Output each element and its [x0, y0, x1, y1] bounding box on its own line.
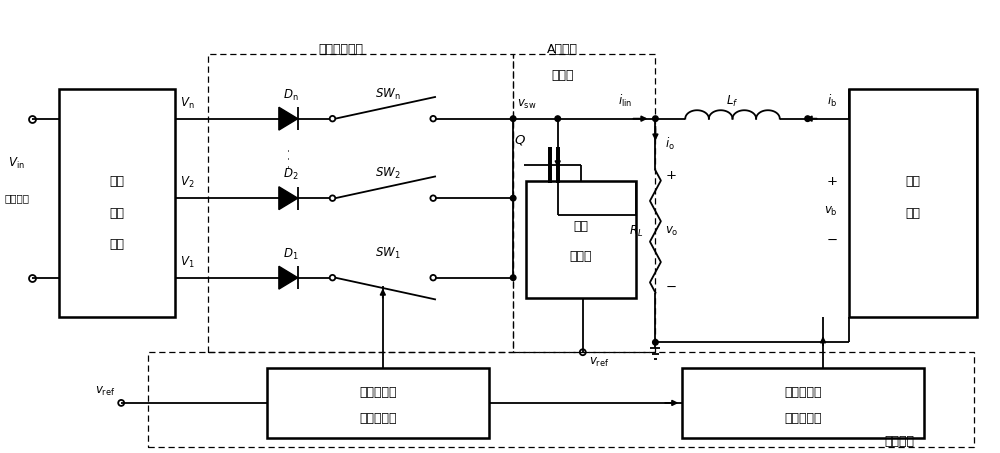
Polygon shape [279, 266, 298, 289]
Text: $v_{\rm ref}$: $v_{\rm ref}$ [589, 356, 609, 369]
Bar [59, 89, 175, 318]
Circle shape [510, 116, 516, 121]
Text: $V_{\rm n}$: $V_{\rm n}$ [180, 96, 194, 111]
Text: $V_{\rm 1}$: $V_{\rm 1}$ [180, 255, 194, 270]
Text: 号产生单元: 号产生单元 [784, 412, 822, 425]
Circle shape [510, 195, 516, 201]
Text: $D_{\rm 2}$: $D_{\rm 2}$ [283, 167, 298, 182]
Bar [849, 89, 977, 318]
Text: 斩波: 斩波 [906, 175, 921, 188]
Text: $D_{\rm n}$: $D_{\rm n}$ [283, 88, 298, 103]
Text: 电压: 电压 [573, 221, 588, 233]
Bar [526, 181, 636, 298]
Text: 控制电路: 控制电路 [884, 434, 914, 448]
Text: 电路: 电路 [906, 207, 921, 220]
Text: $v_{\rm sw}$: $v_{\rm sw}$ [517, 97, 537, 111]
Text: $SW_{\rm 1}$: $SW_{\rm 1}$ [375, 246, 401, 261]
Text: 放大器: 放大器 [552, 69, 574, 82]
Text: $L_f$: $L_f$ [726, 94, 739, 109]
Text: 调节器: 调节器 [570, 251, 592, 263]
Text: $SW_{\rm n}$: $SW_{\rm n}$ [375, 87, 401, 102]
Circle shape [805, 116, 810, 121]
Text: $i_{\rm lin}$: $i_{\rm lin}$ [618, 92, 633, 109]
Text: +: + [665, 169, 676, 182]
Text: 号产生单元: 号产生单元 [360, 412, 397, 425]
Text: −: − [826, 234, 837, 247]
Text: $V_{\rm 2}$: $V_{\rm 2}$ [180, 175, 194, 190]
Text: $i_{\rm b}$: $i_{\rm b}$ [827, 92, 838, 109]
Text: 单元: 单元 [109, 238, 124, 251]
Text: $v_{\rm o}$: $v_{\rm o}$ [665, 225, 679, 238]
Bar [148, 352, 974, 447]
Text: 电平: 电平 [109, 175, 124, 188]
Polygon shape [279, 187, 298, 210]
Text: $D_{\rm 1}$: $D_{\rm 1}$ [283, 247, 298, 262]
Text: $v_{\rm b}$: $v_{\rm b}$ [824, 205, 837, 217]
Circle shape [555, 116, 561, 121]
Circle shape [653, 116, 658, 121]
Bar [682, 368, 924, 438]
Text: $Q$: $Q$ [514, 134, 526, 148]
Text: $SW_{\rm 2}$: $SW_{\rm 2}$ [375, 166, 401, 181]
Text: 电源输入: 电源输入 [4, 193, 29, 203]
Text: 第二控制信: 第二控制信 [784, 386, 822, 400]
Polygon shape [279, 107, 298, 130]
Text: +: + [826, 175, 837, 188]
Bar [267, 368, 489, 438]
Text: −: − [665, 281, 676, 294]
Text: $i_{\rm o}$: $i_{\rm o}$ [665, 135, 675, 152]
Text: $v_{\rm ref}$: $v_{\rm ref}$ [95, 385, 115, 398]
Text: · · ·: · · · [284, 149, 297, 169]
Text: 第一控制信: 第一控制信 [360, 386, 397, 400]
Text: $R_L$: $R_L$ [629, 224, 643, 239]
Circle shape [653, 339, 658, 345]
Bar [208, 54, 513, 352]
Text: 提供: 提供 [109, 207, 124, 220]
Bar [513, 54, 655, 352]
Text: A类线性: A类线性 [547, 43, 578, 56]
Circle shape [510, 275, 516, 280]
Text: $V_{\rm in}$: $V_{\rm in}$ [8, 156, 25, 171]
Text: 电平切换单元: 电平切换单元 [318, 43, 363, 56]
